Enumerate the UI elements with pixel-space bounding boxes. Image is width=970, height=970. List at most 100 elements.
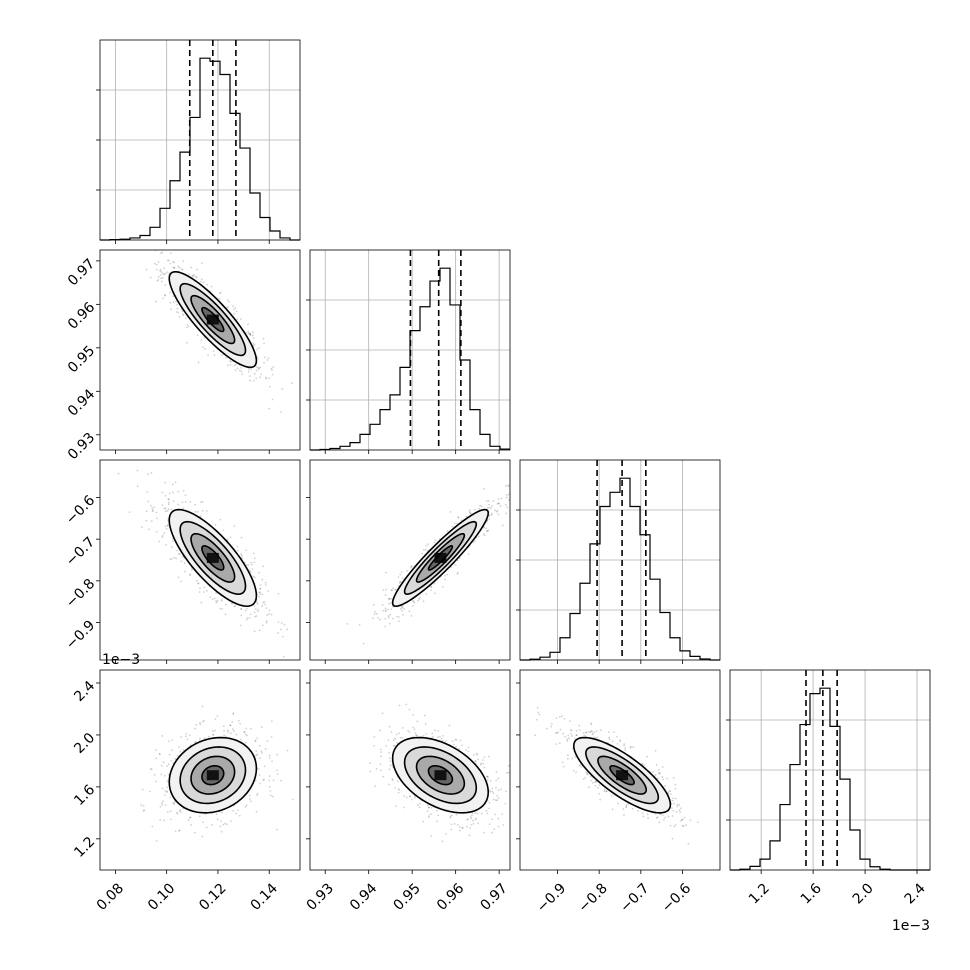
- scatter-point: [161, 504, 164, 507]
- scatter-point: [488, 518, 491, 520]
- scatter-point: [264, 603, 267, 606]
- scatter-point: [150, 768, 153, 771]
- scatter-point: [507, 764, 510, 767]
- scatter-point: [189, 816, 192, 819]
- scatter-point: [444, 740, 447, 743]
- scatter-point: [678, 804, 681, 806]
- scatter-point: [497, 825, 500, 828]
- scatter-point: [406, 569, 409, 572]
- pair-panel-0-1: [96, 247, 301, 454]
- scatter-point: [424, 548, 427, 551]
- scatter-point: [173, 261, 176, 264]
- scatter-point: [249, 379, 251, 382]
- scatter-point: [173, 803, 176, 806]
- scatter-point: [253, 380, 255, 382]
- density-peak: [206, 552, 219, 563]
- scatter-point: [221, 608, 224, 610]
- scatter-point: [229, 724, 232, 727]
- scatter-point: [419, 802, 421, 805]
- scatter-point: [393, 744, 396, 747]
- scatter-point: [177, 576, 180, 579]
- scatter-point: [160, 773, 163, 776]
- scatter-point: [193, 273, 195, 276]
- scatter-point: [496, 794, 499, 797]
- scatter-point: [373, 736, 376, 738]
- scatter-point: [256, 792, 259, 795]
- scatter-point: [422, 600, 425, 603]
- scatter-point: [199, 737, 201, 740]
- scatter-point: [394, 737, 397, 740]
- scatter-point: [163, 774, 166, 777]
- scatter-point: [476, 812, 479, 815]
- panel-frame: [309, 669, 511, 871]
- scatter-point: [265, 376, 267, 379]
- scatter-point: [268, 754, 271, 757]
- scatter-point: [427, 816, 430, 819]
- scatter-point: [253, 605, 256, 608]
- scatter-point: [457, 516, 460, 519]
- scatter-point: [672, 797, 675, 800]
- scatter-point: [666, 777, 669, 780]
- scatter-point: [253, 561, 256, 564]
- scatter-point: [203, 719, 205, 722]
- scatter-point: [410, 565, 413, 568]
- scatter-point: [476, 753, 479, 756]
- scatter-point: [507, 498, 510, 501]
- scatter-point: [388, 622, 391, 625]
- scatter-point: [449, 816, 452, 819]
- scatter-point: [180, 580, 182, 583]
- scatter-point: [491, 818, 494, 821]
- scatter-point: [259, 376, 262, 379]
- scatter-point: [471, 814, 473, 817]
- scatter-point: [184, 317, 187, 319]
- scatter-point: [157, 276, 160, 278]
- scatter-point: [264, 748, 267, 750]
- scatter-point: [240, 614, 243, 617]
- scatter-point: [172, 500, 175, 503]
- scatter-point: [496, 799, 499, 802]
- scatter-point: [448, 724, 451, 727]
- scatter-point: [442, 585, 444, 588]
- scatter-point: [171, 483, 174, 486]
- scatter-point: [245, 549, 248, 552]
- scatter-point: [253, 372, 256, 375]
- scatter-point: [413, 728, 416, 731]
- scatter-point: [155, 780, 157, 783]
- scatter-point: [184, 570, 186, 573]
- scatter-point: [145, 268, 148, 271]
- scatter-point: [256, 348, 259, 351]
- scatter-point: [166, 524, 169, 527]
- scatter-point: [661, 814, 664, 817]
- scatter-point: [430, 585, 432, 588]
- scatter-point: [156, 280, 159, 282]
- scatter-point: [461, 827, 463, 830]
- scatter-point: [467, 818, 470, 821]
- scatter-point: [446, 573, 449, 576]
- scatter-point: [486, 775, 489, 778]
- scatter-point: [512, 489, 514, 491]
- scatter-point: [179, 811, 182, 814]
- scatter-point: [169, 262, 172, 265]
- scatter-point: [459, 739, 462, 742]
- scatter-point: [177, 490, 180, 493]
- scatter-point: [233, 525, 236, 527]
- histogram-step: [100, 57, 300, 241]
- pair-content: [139, 247, 293, 413]
- scatter-point: [375, 768, 378, 770]
- scatter-point: [202, 821, 204, 824]
- scatter-point: [394, 787, 397, 789]
- scatter-point: [472, 822, 475, 825]
- scatter-point: [229, 359, 231, 362]
- scatter-point: [139, 247, 141, 249]
- scatter-point: [256, 737, 259, 740]
- scatter-point: [449, 510, 452, 513]
- scatter-point: [505, 485, 507, 487]
- scatter-point: [456, 559, 459, 562]
- scatter-point: [426, 810, 429, 812]
- pair-content: [346, 484, 514, 645]
- scatter-point: [385, 588, 388, 591]
- scatter-point: [164, 507, 167, 510]
- scatter-point: [258, 591, 261, 594]
- scatter-point: [469, 827, 471, 829]
- scatter-point: [408, 731, 411, 734]
